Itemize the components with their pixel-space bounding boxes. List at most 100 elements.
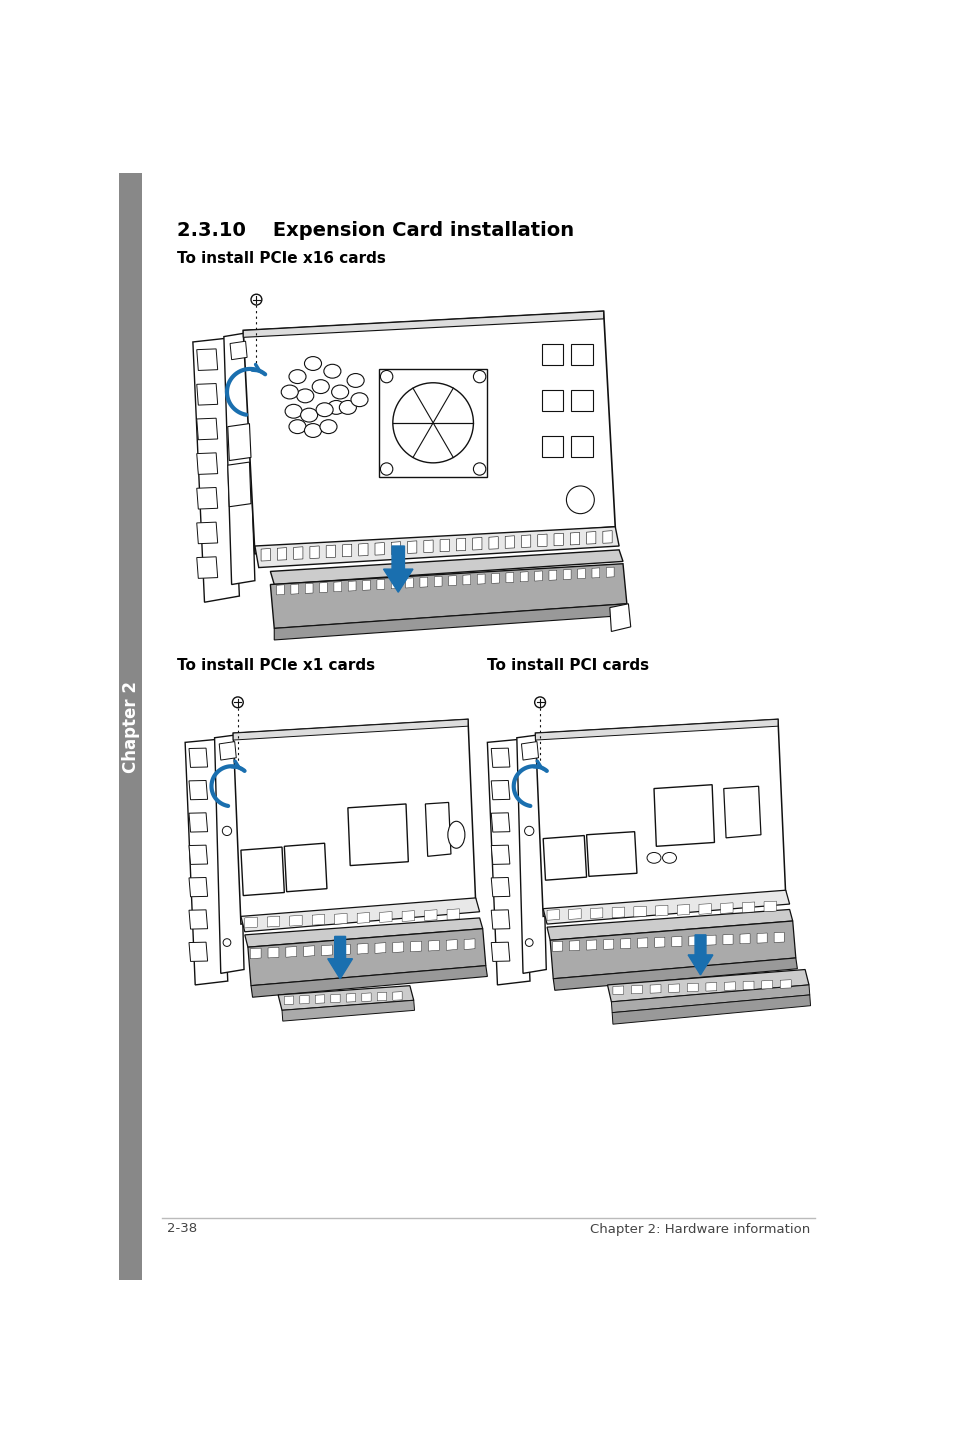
Polygon shape (321, 945, 332, 956)
Polygon shape (274, 604, 626, 640)
Polygon shape (476, 574, 484, 584)
Polygon shape (299, 995, 309, 1004)
Polygon shape (637, 938, 647, 948)
Polygon shape (391, 578, 398, 588)
Polygon shape (428, 940, 439, 951)
Polygon shape (294, 546, 303, 559)
FancyArrow shape (687, 935, 712, 975)
Polygon shape (339, 945, 350, 955)
Polygon shape (233, 719, 468, 741)
Polygon shape (723, 787, 760, 838)
Polygon shape (562, 569, 571, 580)
Polygon shape (254, 526, 618, 568)
Polygon shape (491, 574, 498, 584)
Polygon shape (243, 311, 603, 338)
Polygon shape (228, 424, 251, 460)
Polygon shape (586, 831, 637, 876)
Polygon shape (686, 984, 698, 992)
Polygon shape (196, 487, 217, 509)
Polygon shape (491, 812, 509, 833)
Polygon shape (189, 748, 208, 768)
Polygon shape (741, 902, 754, 913)
Polygon shape (326, 545, 335, 558)
Polygon shape (535, 719, 785, 916)
Polygon shape (270, 564, 626, 628)
Polygon shape (552, 942, 562, 952)
Polygon shape (377, 992, 386, 1001)
Polygon shape (548, 571, 557, 581)
Polygon shape (407, 541, 416, 554)
Polygon shape (233, 719, 476, 925)
Polygon shape (472, 538, 481, 549)
Polygon shape (196, 384, 217, 406)
Polygon shape (722, 935, 732, 945)
Polygon shape (284, 997, 294, 1005)
Bar (541, 436, 562, 457)
Circle shape (524, 827, 534, 835)
Circle shape (222, 827, 232, 835)
Polygon shape (286, 946, 296, 958)
Circle shape (566, 486, 594, 513)
Polygon shape (553, 958, 797, 991)
Polygon shape (705, 982, 716, 991)
Polygon shape (423, 541, 433, 552)
Ellipse shape (323, 364, 340, 378)
Polygon shape (612, 986, 623, 995)
Ellipse shape (300, 408, 317, 421)
Polygon shape (654, 785, 714, 847)
Polygon shape (448, 575, 456, 585)
Text: To install PCIe x1 cards: To install PCIe x1 cards (177, 657, 375, 673)
Polygon shape (537, 533, 546, 546)
Polygon shape (410, 942, 421, 952)
Polygon shape (633, 906, 645, 917)
Circle shape (223, 939, 231, 946)
Ellipse shape (285, 404, 302, 418)
Polygon shape (740, 933, 749, 943)
Polygon shape (375, 542, 384, 555)
Polygon shape (393, 992, 402, 1001)
Ellipse shape (661, 853, 676, 863)
Polygon shape (517, 735, 546, 974)
Polygon shape (611, 985, 809, 1012)
Ellipse shape (312, 380, 329, 394)
Polygon shape (491, 910, 509, 929)
Polygon shape (609, 604, 630, 631)
Polygon shape (278, 985, 414, 1011)
Ellipse shape (289, 370, 306, 384)
Polygon shape (356, 943, 368, 953)
Polygon shape (446, 939, 456, 951)
Polygon shape (569, 940, 579, 951)
Polygon shape (671, 936, 681, 946)
Polygon shape (196, 522, 217, 544)
Polygon shape (196, 557, 217, 578)
Polygon shape (519, 572, 528, 582)
Polygon shape (268, 948, 278, 958)
Polygon shape (282, 1001, 415, 1021)
Polygon shape (705, 935, 716, 945)
Bar (541, 344, 562, 365)
Polygon shape (356, 913, 369, 923)
Polygon shape (419, 577, 427, 587)
Polygon shape (375, 943, 385, 953)
Polygon shape (688, 936, 699, 946)
Bar (541, 390, 562, 411)
Ellipse shape (319, 420, 336, 434)
Ellipse shape (332, 385, 348, 398)
Polygon shape (310, 546, 319, 558)
Polygon shape (542, 890, 789, 925)
Polygon shape (578, 568, 585, 578)
Polygon shape (185, 739, 228, 985)
Bar (378, 370, 487, 477)
Polygon shape (291, 584, 298, 594)
Ellipse shape (296, 388, 314, 403)
Polygon shape (649, 985, 660, 994)
Polygon shape (251, 966, 487, 997)
Polygon shape (654, 938, 664, 948)
Polygon shape (250, 948, 261, 959)
Polygon shape (780, 979, 790, 988)
Bar (571, 436, 592, 457)
Polygon shape (342, 544, 352, 557)
Polygon shape (505, 536, 514, 548)
Polygon shape (348, 581, 355, 591)
Circle shape (380, 463, 393, 475)
